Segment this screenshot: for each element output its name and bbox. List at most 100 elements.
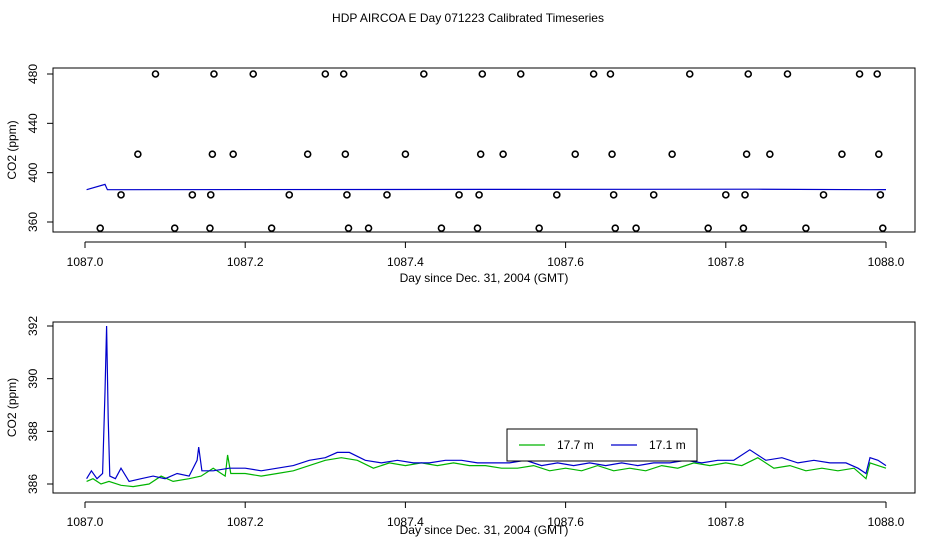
y-tick-label: 390 xyxy=(26,368,40,388)
y-tick-label: 400 xyxy=(26,162,40,182)
calibration-point xyxy=(685,70,694,78)
x-tick-label: 1087.0 xyxy=(67,515,104,529)
calibration-point xyxy=(571,150,580,158)
calibration-point xyxy=(819,191,828,199)
calibration-point xyxy=(476,150,485,158)
calibration-point xyxy=(478,70,487,78)
calibration-point xyxy=(742,150,751,158)
y-tick-label: 392 xyxy=(26,316,40,336)
x-tick-label: 1088.0 xyxy=(868,255,905,269)
calibration-point xyxy=(343,191,351,199)
plot-frame xyxy=(52,67,916,233)
x-tick-label: 1087.2 xyxy=(227,515,264,529)
plot-frame xyxy=(52,321,916,494)
calibration-point xyxy=(535,224,543,232)
calibration-point xyxy=(611,224,620,232)
calibration-point xyxy=(744,70,753,78)
calibration-point xyxy=(874,150,883,158)
legend: 17.7 m 17.1 m xyxy=(506,428,698,462)
y-tick-label: 440 xyxy=(26,113,40,133)
calibration-point xyxy=(741,191,749,199)
calibration-point xyxy=(739,224,748,232)
calibration-point xyxy=(721,191,730,199)
series-line-17-1m xyxy=(86,325,887,483)
x-axis-label: Day since Dec. 31, 2004 (GMT) xyxy=(400,271,569,285)
y-axis-label: CO2 (ppm) xyxy=(5,378,19,437)
calibration-point xyxy=(766,150,774,158)
calibration-point xyxy=(285,191,294,199)
calibration-point xyxy=(649,191,658,199)
calibration-point xyxy=(344,224,353,232)
calibration-point xyxy=(668,150,676,158)
x-axis: 1087.0 1087.2 1087.4 1087.6 1087.8 1088.0 xyxy=(67,241,905,269)
x-tick-label: 1087.2 xyxy=(227,255,264,269)
series-line-17-7m xyxy=(86,454,887,488)
x-tick-label: 1087.4 xyxy=(387,255,424,269)
calibration-point xyxy=(552,191,561,199)
co2-timeseries-panel: 1087.0 1087.2 1087.4 1087.6 1087.8 1088.0 Day … xyxy=(5,316,916,537)
x-tick-label: 1087.8 xyxy=(707,255,744,269)
co2-timeseries-line xyxy=(86,183,887,191)
calibration-point xyxy=(475,191,483,199)
y-axis: 360 400 440 480 xyxy=(26,64,54,232)
y-tick-label: 360 xyxy=(26,212,40,232)
x-tick-label: 1088.0 xyxy=(868,515,905,529)
calibration-point xyxy=(499,150,507,158)
calibration-point xyxy=(339,70,348,78)
calibration-point xyxy=(206,191,215,199)
calibration-point xyxy=(876,191,885,199)
x-axis-label: Day since Dec. 31, 2004 (GMT) xyxy=(400,523,569,537)
calibration-point xyxy=(704,224,712,232)
calibration-point xyxy=(151,70,160,78)
calibration-point xyxy=(855,70,864,78)
calibration-point xyxy=(341,150,350,158)
y-tick-label: 386 xyxy=(26,474,40,494)
y-axis: 386 388 390 392 xyxy=(26,316,54,494)
calibration-point xyxy=(608,150,616,158)
calibration-point xyxy=(437,224,446,232)
y-tick-label: 388 xyxy=(26,421,40,441)
calibration-point xyxy=(873,70,881,78)
calibration-point xyxy=(632,224,640,232)
calibration-point xyxy=(802,224,810,232)
x-tick-label: 1087.8 xyxy=(707,515,744,529)
calibration-point xyxy=(206,224,214,232)
calibration-point xyxy=(117,191,125,199)
y-tick-label: 480 xyxy=(26,64,40,84)
calibrated-timeseries-panel: 1087.0 1087.2 1087.4 1087.6 1087.8 1088.0 Day … xyxy=(5,64,916,285)
calibration-point xyxy=(249,70,258,78)
legend-label: 17.7 m xyxy=(557,438,594,452)
calibration-point xyxy=(303,150,312,158)
calibration-point xyxy=(134,150,142,158)
calibration-markers xyxy=(96,70,887,232)
calibration-point xyxy=(878,224,887,232)
calibration-point xyxy=(96,224,105,232)
calibration-point xyxy=(208,150,217,158)
calibration-point xyxy=(229,150,237,158)
calibration-point xyxy=(420,70,428,78)
calibration-point xyxy=(606,70,615,78)
figure-title: HDP AIRCOA E Day 071223 Calibrated Times… xyxy=(332,11,604,25)
x-tick-label: 1087.6 xyxy=(547,255,584,269)
calibration-point xyxy=(364,224,373,232)
calibration-point xyxy=(188,191,197,199)
x-axis: 1087.0 1087.2 1087.4 1087.6 1087.8 1088.0 xyxy=(67,501,905,529)
calibration-point xyxy=(401,150,410,158)
calibration-point xyxy=(210,70,218,78)
calibration-point xyxy=(783,70,792,78)
x-tick-label: 1087.4 xyxy=(387,515,424,529)
x-tick-label: 1087.6 xyxy=(547,515,584,529)
calibration-point xyxy=(838,150,846,158)
calibration-point xyxy=(516,70,525,78)
calibration-point xyxy=(321,70,330,78)
calibration-point xyxy=(473,224,482,232)
calibration-point xyxy=(589,70,598,78)
calibration-point xyxy=(455,191,463,199)
calibration-point xyxy=(170,224,179,232)
legend-label: 17.1 m xyxy=(649,438,686,452)
calibration-point xyxy=(267,224,276,232)
calibration-point xyxy=(609,191,618,199)
y-axis-label: CO2 (ppm) xyxy=(5,120,19,179)
calibration-point xyxy=(383,191,391,199)
